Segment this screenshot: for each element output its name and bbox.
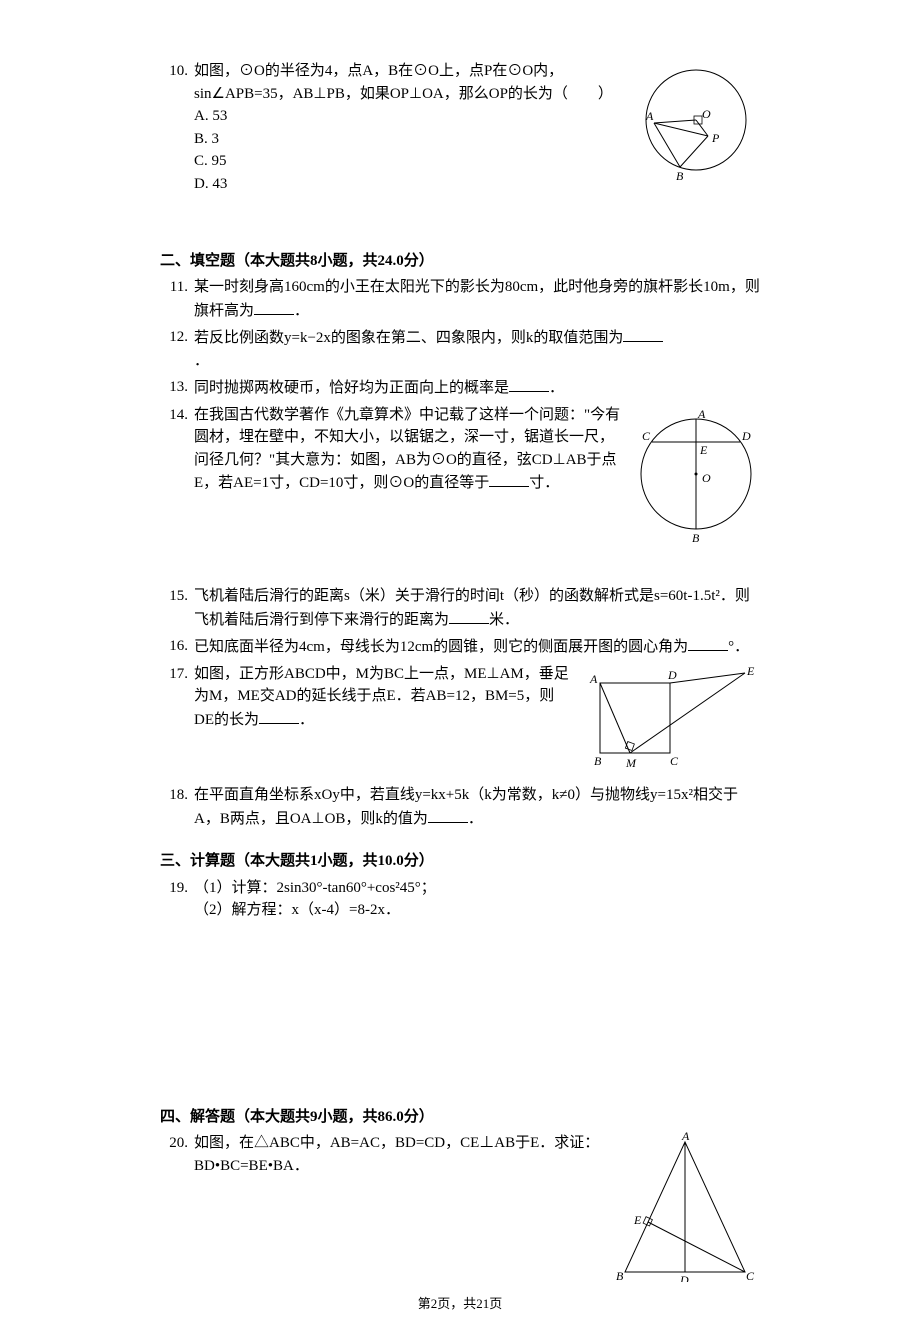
q10-body: 如图，⊙O的半径为4，点A，B在⊙O上，点P在⊙O内，sin∠APB=35，AB…	[194, 60, 624, 195]
q17-figure: A D E B M C	[580, 663, 760, 781]
circle-chord-figure: A C D E O B	[632, 404, 760, 544]
q13-body: 同时抛掷两枚硬币，恰好均为正面向上的概率是 ．	[194, 376, 760, 400]
q20-number: 20.	[160, 1132, 194, 1155]
svg-text:D: D	[667, 668, 677, 682]
svg-text:D: D	[741, 429, 751, 443]
question-19: 19. （1）计算：2sin30°-tan60°+cos²45°； （2）解方程…	[160, 877, 760, 922]
q14-figure: A C D E O B	[632, 404, 760, 552]
q13-text2: ．	[549, 380, 564, 396]
svg-text:O: O	[702, 107, 711, 121]
question-18: 18. 在平面直角坐标系xOy中，若直线y=kx+5k（k为常数，k≠0）与抛物…	[160, 784, 760, 830]
q16-text1: 已知底面半径为4cm，母线长为12cm的圆锥，则它的侧面展开图的圆心角为	[194, 639, 688, 655]
svg-text:C: C	[642, 429, 651, 443]
q17-text2: ．	[299, 712, 314, 728]
q11-blank	[254, 299, 294, 315]
q12-text1: 若反比例函数y=k−2x的图象在第二、四象限内，则k的取值范围为	[194, 330, 623, 346]
question-15: 15. 飞机着陆后滑行的距离s（米）关于滑行的时间t（秒）的函数解析式是s=60…	[160, 585, 760, 631]
q16-text2: °．	[728, 639, 749, 655]
q13-blank	[509, 376, 549, 392]
q16-number: 16.	[160, 635, 194, 658]
question-16: 16. 已知底面半径为4cm，母线长为12cm的圆锥，则它的侧面展开图的圆心角为…	[160, 635, 760, 659]
question-10: 10. 如图，⊙O的半径为4，点A，B在⊙O上，点P在⊙O内，sin∠APB=3…	[160, 60, 760, 196]
q15-blank	[449, 608, 489, 624]
q17-number: 17.	[160, 663, 194, 686]
q19-body: （1）计算：2sin30°-tan60°+cos²45°； （2）解方程：x（x…	[194, 877, 760, 922]
q20-figure: A B C D E	[610, 1132, 760, 1290]
q19-number: 19.	[160, 877, 194, 900]
q20-text: 如图，在△ABC中，AB=AC，BD=CD，CE⊥AB于E．求证：BD•BC=B…	[194, 1135, 599, 1174]
svg-text:E: E	[746, 664, 755, 678]
q15-text2: 米．	[489, 612, 519, 628]
q10-number: 10.	[160, 60, 194, 83]
q15-number: 15.	[160, 585, 194, 608]
q15-body: 飞机着陆后滑行的距离s（米）关于滑行的时间t（秒）的函数解析式是s=60t-1.…	[194, 585, 760, 631]
q11-body: 某一时刻身高160cm的小王在太阳光下的影长为80cm，此时他身旁的旗杆影长10…	[194, 276, 760, 322]
svg-text:B: B	[594, 754, 602, 768]
question-17: 17. 如图，正方形ABCD中，M为BC上一点，ME⊥AM，垂足为M，ME交AD…	[160, 663, 760, 781]
q17-blank	[259, 708, 299, 724]
question-13: 13. 同时抛掷两枚硬币，恰好均为正面向上的概率是 ．	[160, 376, 760, 400]
square-ABCD-figure: A D E B M C	[580, 663, 760, 773]
svg-text:B: B	[676, 169, 684, 183]
q10-option-a: A. 53	[194, 105, 624, 128]
q18-number: 18.	[160, 784, 194, 807]
svg-text:A: A	[589, 672, 598, 686]
svg-text:A: A	[681, 1132, 690, 1143]
q14-number: 14.	[160, 404, 194, 427]
q18-body: 在平面直角坐标系xOy中，若直线y=kx+5k（k为常数，k≠0）与抛物线y=1…	[194, 784, 760, 830]
q14-blank	[489, 471, 529, 487]
q13-number: 13.	[160, 376, 194, 399]
svg-text:M: M	[625, 756, 637, 770]
q12-text2: ．	[194, 353, 209, 369]
page: 10. 如图，⊙O的半径为4，点A，B在⊙O上，点P在⊙O内，sin∠APB=3…	[0, 0, 920, 1334]
svg-text:B: B	[616, 1269, 624, 1282]
q11-text2: ．	[294, 303, 309, 319]
q16-blank	[688, 635, 728, 651]
svg-text:B: B	[692, 531, 700, 544]
q10-figure: A O P B	[632, 60, 760, 196]
q10-option-d: D. 43	[194, 173, 624, 196]
svg-text:E: E	[633, 1213, 642, 1227]
q12-blank	[623, 326, 663, 342]
question-12: 12. 若反比例函数y=k−2x的图象在第二、四象限内，则k的取值范围为 ．	[160, 326, 760, 372]
section-4-heading: 四、解答题（本大题共9小题，共86.0分）	[160, 1106, 760, 1129]
section-2-heading: 二、填空题（本大题共8小题，共24.0分）	[160, 250, 760, 273]
page-footer: 第2页，共21页	[0, 1294, 920, 1314]
q19-line1: （1）计算：2sin30°-tan60°+cos²45°；	[194, 877, 760, 900]
q12-number: 12.	[160, 326, 194, 349]
question-11: 11. 某一时刻身高160cm的小王在太阳光下的影长为80cm，此时他身旁的旗杆…	[160, 276, 760, 322]
svg-text:E: E	[699, 443, 708, 457]
q13-text1: 同时抛掷两枚硬币，恰好均为正面向上的概率是	[194, 380, 509, 396]
q19-line2: （2）解方程：x（x-4）=8-2x．	[194, 899, 760, 922]
q18-text2: ．	[468, 811, 483, 827]
svg-text:C: C	[746, 1269, 755, 1282]
q17-body: 如图，正方形ABCD中，M为BC上一点，ME⊥AM，垂足为M，ME交AD的延长线…	[194, 663, 572, 732]
q18-blank	[428, 807, 468, 823]
q14-body: 在我国古代数学著作《九章算术》中记载了这样一个问题："今有圆材，埋在壁中，不知大…	[194, 404, 624, 495]
svg-text:P: P	[711, 131, 720, 145]
q11-number: 11.	[160, 276, 194, 299]
svg-text:A: A	[697, 407, 706, 421]
q20-body: 如图，在△ABC中，AB=AC，BD=CD，CE⊥AB于E．求证：BD•BC=B…	[194, 1132, 602, 1177]
circle-OAPB-figure: A O P B	[632, 60, 760, 188]
q12-body: 若反比例函数y=k−2x的图象在第二、四象限内，则k的取值范围为 ．	[194, 326, 760, 372]
q10-text: 如图，⊙O的半径为4，点A，B在⊙O上，点P在⊙O内，sin∠APB=35，AB…	[194, 63, 613, 102]
q16-body: 已知底面半径为4cm，母线长为12cm的圆锥，则它的侧面展开图的圆心角为 °．	[194, 635, 760, 659]
svg-text:A: A	[645, 109, 654, 123]
q10-option-b: B. 3	[194, 128, 624, 151]
question-14: 14. 在我国古代数学著作《九章算术》中记载了这样一个问题："今有圆材，埋在壁中…	[160, 404, 760, 552]
q14-text2: 寸．	[529, 475, 559, 491]
q10-option-c: C. 95	[194, 150, 624, 173]
q17-text1: 如图，正方形ABCD中，M为BC上一点，ME⊥AM，垂足为M，ME交AD的延长线…	[194, 666, 569, 728]
triangle-ABC-figure: A B C D E	[610, 1132, 760, 1282]
question-20: 20. 如图，在△ABC中，AB=AC，BD=CD，CE⊥AB于E．求证：BD•…	[160, 1132, 760, 1290]
section-3-heading: 三、计算题（本大题共1小题，共10.0分）	[160, 850, 760, 873]
svg-text:O: O	[702, 471, 711, 485]
svg-text:C: C	[670, 754, 679, 768]
svg-text:D: D	[679, 1273, 689, 1282]
